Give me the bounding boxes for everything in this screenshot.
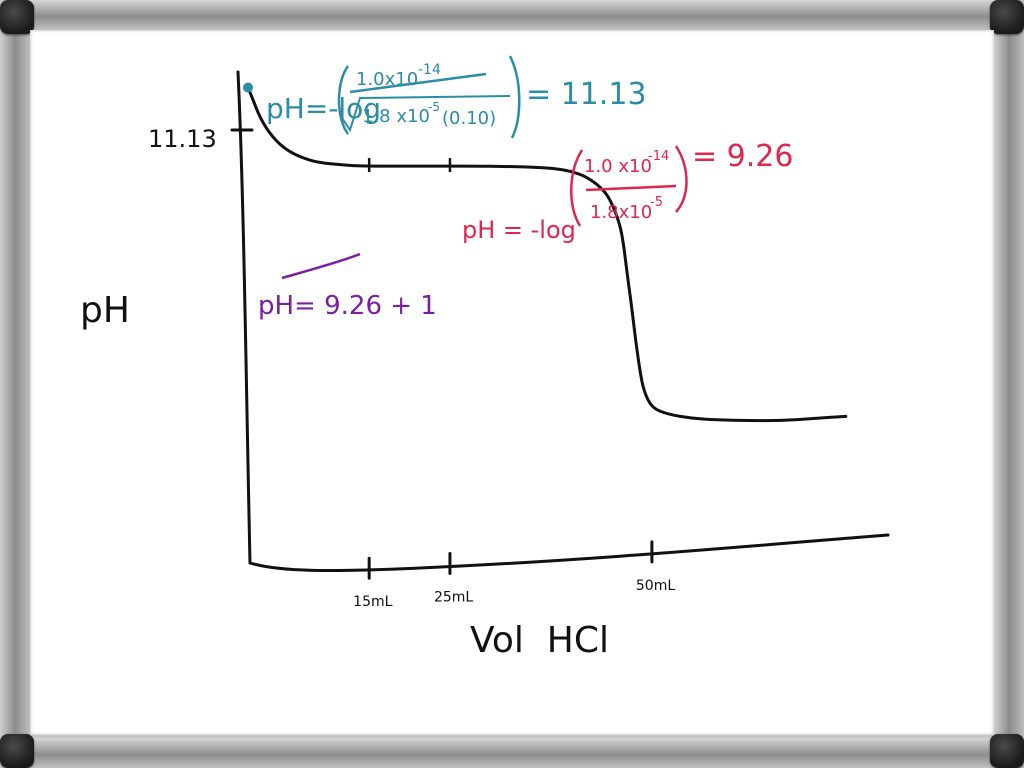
svg-text:(0.10): (0.10)	[442, 108, 496, 129]
frame-right-rail	[994, 0, 1024, 768]
initial-ph-point	[243, 82, 253, 93]
x-tick-label-50: 50mL	[636, 578, 675, 594]
y-axis-label: pH	[80, 290, 130, 331]
frame-left-rail	[0, 0, 30, 768]
x-tick-label-25: 25mL	[434, 590, 473, 606]
svg-text:= 11.13: = 11.13	[526, 77, 647, 112]
frame-corner-bottom-right	[990, 734, 1024, 768]
x-axis	[248, 533, 890, 573]
svg-text:pH= 9.26 + 1: pH= 9.26 + 1	[258, 291, 437, 321]
whiteboard-surface	[30, 30, 994, 735]
initial-ph-annotation: pH=-log 1.0x10 -14 1.8 x10 -5 (0.10) = 1…	[266, 55, 647, 139]
frame-corner-top-left	[0, 0, 34, 34]
x-axis-label: Vol HCl	[470, 620, 609, 661]
svg-text:-14: -14	[418, 62, 441, 78]
frame-top-rail	[0, 0, 1024, 30]
svg-text:1.8x10: 1.8x10	[590, 202, 652, 223]
frame-corner-top-right	[990, 0, 1024, 34]
y-tick-label: 11.13	[148, 125, 217, 153]
svg-text:-5: -5	[650, 195, 663, 210]
x-tick-label-15: 15mL	[353, 594, 392, 610]
buffer-ph-annotation: pH= 9.26 + 1	[258, 252, 437, 321]
titration-curve	[246, 86, 848, 423]
svg-text:pH = -log: pH = -log	[462, 216, 576, 244]
frame-bottom-rail	[0, 738, 1024, 768]
svg-text:1.0 x10: 1.0 x10	[584, 156, 652, 177]
y-axis	[236, 70, 252, 565]
svg-text:-14: -14	[648, 149, 669, 164]
half-equivalence-annotation: pH = -log 1.0 x10 -14 1.8x10 -5 = 9.26	[462, 139, 793, 244]
svg-text:1.8 x10: 1.8 x10	[362, 106, 430, 127]
svg-text:-5: -5	[428, 100, 440, 114]
frame-corner-bottom-left	[0, 734, 34, 768]
x-ticks-group: 15mL 25mL 50mL	[353, 540, 675, 610]
svg-text:= 9.26: = 9.26	[692, 139, 793, 174]
